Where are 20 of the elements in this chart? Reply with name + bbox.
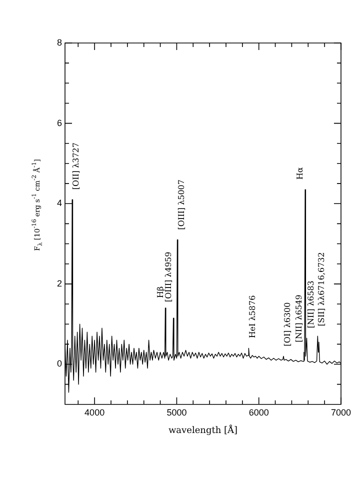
- x-tick-label: 4000: [84, 407, 105, 418]
- annotation: [OIII] λ5007: [176, 179, 186, 230]
- annotation: [NII] λ6549: [294, 294, 304, 342]
- y-tick-label: 6: [56, 118, 62, 128]
- y-tick-label: 2: [56, 278, 62, 288]
- annotation: [SII] λλ6716,6732: [317, 252, 326, 326]
- annotation: Hα: [296, 166, 305, 180]
- annotation: Hβ: [156, 286, 165, 298]
- y-tick-label: 0: [56, 358, 62, 369]
- y-tick-label: 8: [56, 37, 62, 48]
- x-tick-label: 7000: [330, 407, 352, 418]
- x-tick-label: 5000: [166, 407, 187, 418]
- y-tick-label: 4: [56, 198, 62, 208]
- annotation: [OI] λ6300: [283, 302, 292, 346]
- x-tick-label: 6000: [248, 407, 269, 418]
- annotation: HeI λ5876: [248, 295, 258, 338]
- x-axis-title: wavelength [Å]: [168, 424, 238, 436]
- annotation: [OII] λ3727: [72, 142, 81, 190]
- annotation: [NII] λ6583: [306, 280, 316, 328]
- annotation: [OIII] λ4959: [164, 252, 173, 302]
